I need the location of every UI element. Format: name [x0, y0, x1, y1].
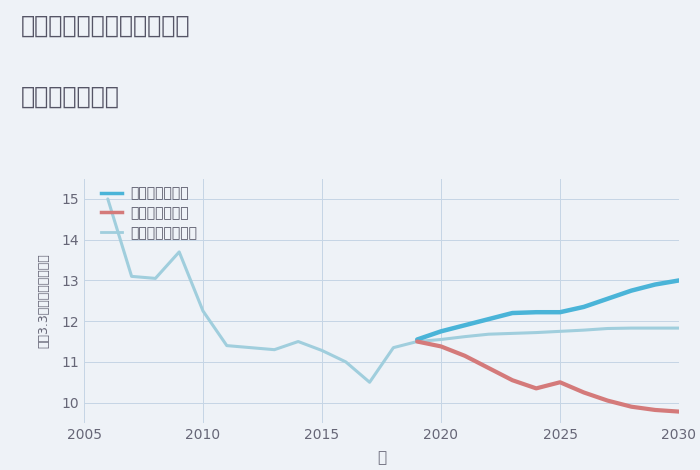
- ノーマルシナリオ: [199, 308, 207, 314]
- バッドシナリオ: [484, 365, 493, 371]
- Line: バッドシナリオ: バッドシナリオ: [417, 342, 679, 412]
- ノーマルシナリオ: [461, 334, 469, 339]
- グッドシナリオ: [484, 316, 493, 322]
- ノーマルシナリオ: [104, 196, 112, 202]
- ノーマルシナリオ: [580, 327, 588, 333]
- バッドシナリオ: [651, 407, 659, 413]
- ノーマルシナリオ: [627, 325, 636, 331]
- バッドシナリオ: [556, 379, 564, 385]
- バッドシナリオ: [675, 409, 683, 415]
- バッドシナリオ: [603, 398, 612, 403]
- X-axis label: 年: 年: [377, 450, 386, 465]
- ノーマルシナリオ: [318, 348, 326, 353]
- Line: グッドシナリオ: グッドシナリオ: [417, 281, 679, 339]
- ノーマルシナリオ: [294, 339, 302, 345]
- グッドシナリオ: [580, 304, 588, 310]
- グッドシナリオ: [461, 322, 469, 328]
- グッドシナリオ: [413, 337, 421, 342]
- グッドシナリオ: [675, 278, 683, 283]
- グッドシナリオ: [437, 329, 445, 334]
- グッドシナリオ: [508, 310, 517, 316]
- ノーマルシナリオ: [365, 379, 374, 385]
- ノーマルシナリオ: [437, 337, 445, 342]
- ノーマルシナリオ: [651, 325, 659, 331]
- バッドシナリオ: [461, 353, 469, 359]
- バッドシナリオ: [532, 385, 540, 391]
- ノーマルシナリオ: [175, 249, 183, 255]
- グッドシナリオ: [651, 282, 659, 287]
- ノーマルシナリオ: [508, 330, 517, 336]
- グッドシナリオ: [556, 309, 564, 315]
- バッドシナリオ: [437, 344, 445, 349]
- ノーマルシナリオ: [246, 345, 255, 351]
- ノーマルシナリオ: [675, 325, 683, 331]
- ノーマルシナリオ: [389, 345, 398, 351]
- Line: ノーマルシナリオ: ノーマルシナリオ: [108, 199, 679, 382]
- Text: 土地の価格推移: 土地の価格推移: [21, 85, 120, 109]
- Y-axis label: 坪（3.3㎡）単価（万円）: 坪（3.3㎡）単価（万円）: [37, 253, 50, 348]
- ノーマルシナリオ: [127, 274, 136, 279]
- ノーマルシナリオ: [223, 343, 231, 348]
- バッドシナリオ: [580, 390, 588, 395]
- ノーマルシナリオ: [556, 329, 564, 334]
- グッドシナリオ: [603, 296, 612, 302]
- ノーマルシナリオ: [603, 326, 612, 331]
- ノーマルシナリオ: [342, 359, 350, 365]
- ノーマルシナリオ: [413, 339, 421, 345]
- バッドシナリオ: [413, 339, 421, 345]
- グッドシナリオ: [532, 309, 540, 315]
- ノーマルシナリオ: [532, 330, 540, 336]
- バッドシナリオ: [508, 377, 517, 383]
- ノーマルシナリオ: [484, 331, 493, 337]
- バッドシナリオ: [627, 404, 636, 409]
- ノーマルシナリオ: [270, 347, 279, 352]
- Text: 三重県桑名市長島町駒江の: 三重県桑名市長島町駒江の: [21, 14, 190, 38]
- Legend: グッドシナリオ, バッドシナリオ, ノーマルシナリオ: グッドシナリオ, バッドシナリオ, ノーマルシナリオ: [96, 181, 203, 245]
- グッドシナリオ: [627, 288, 636, 293]
- ノーマルシナリオ: [151, 275, 160, 281]
